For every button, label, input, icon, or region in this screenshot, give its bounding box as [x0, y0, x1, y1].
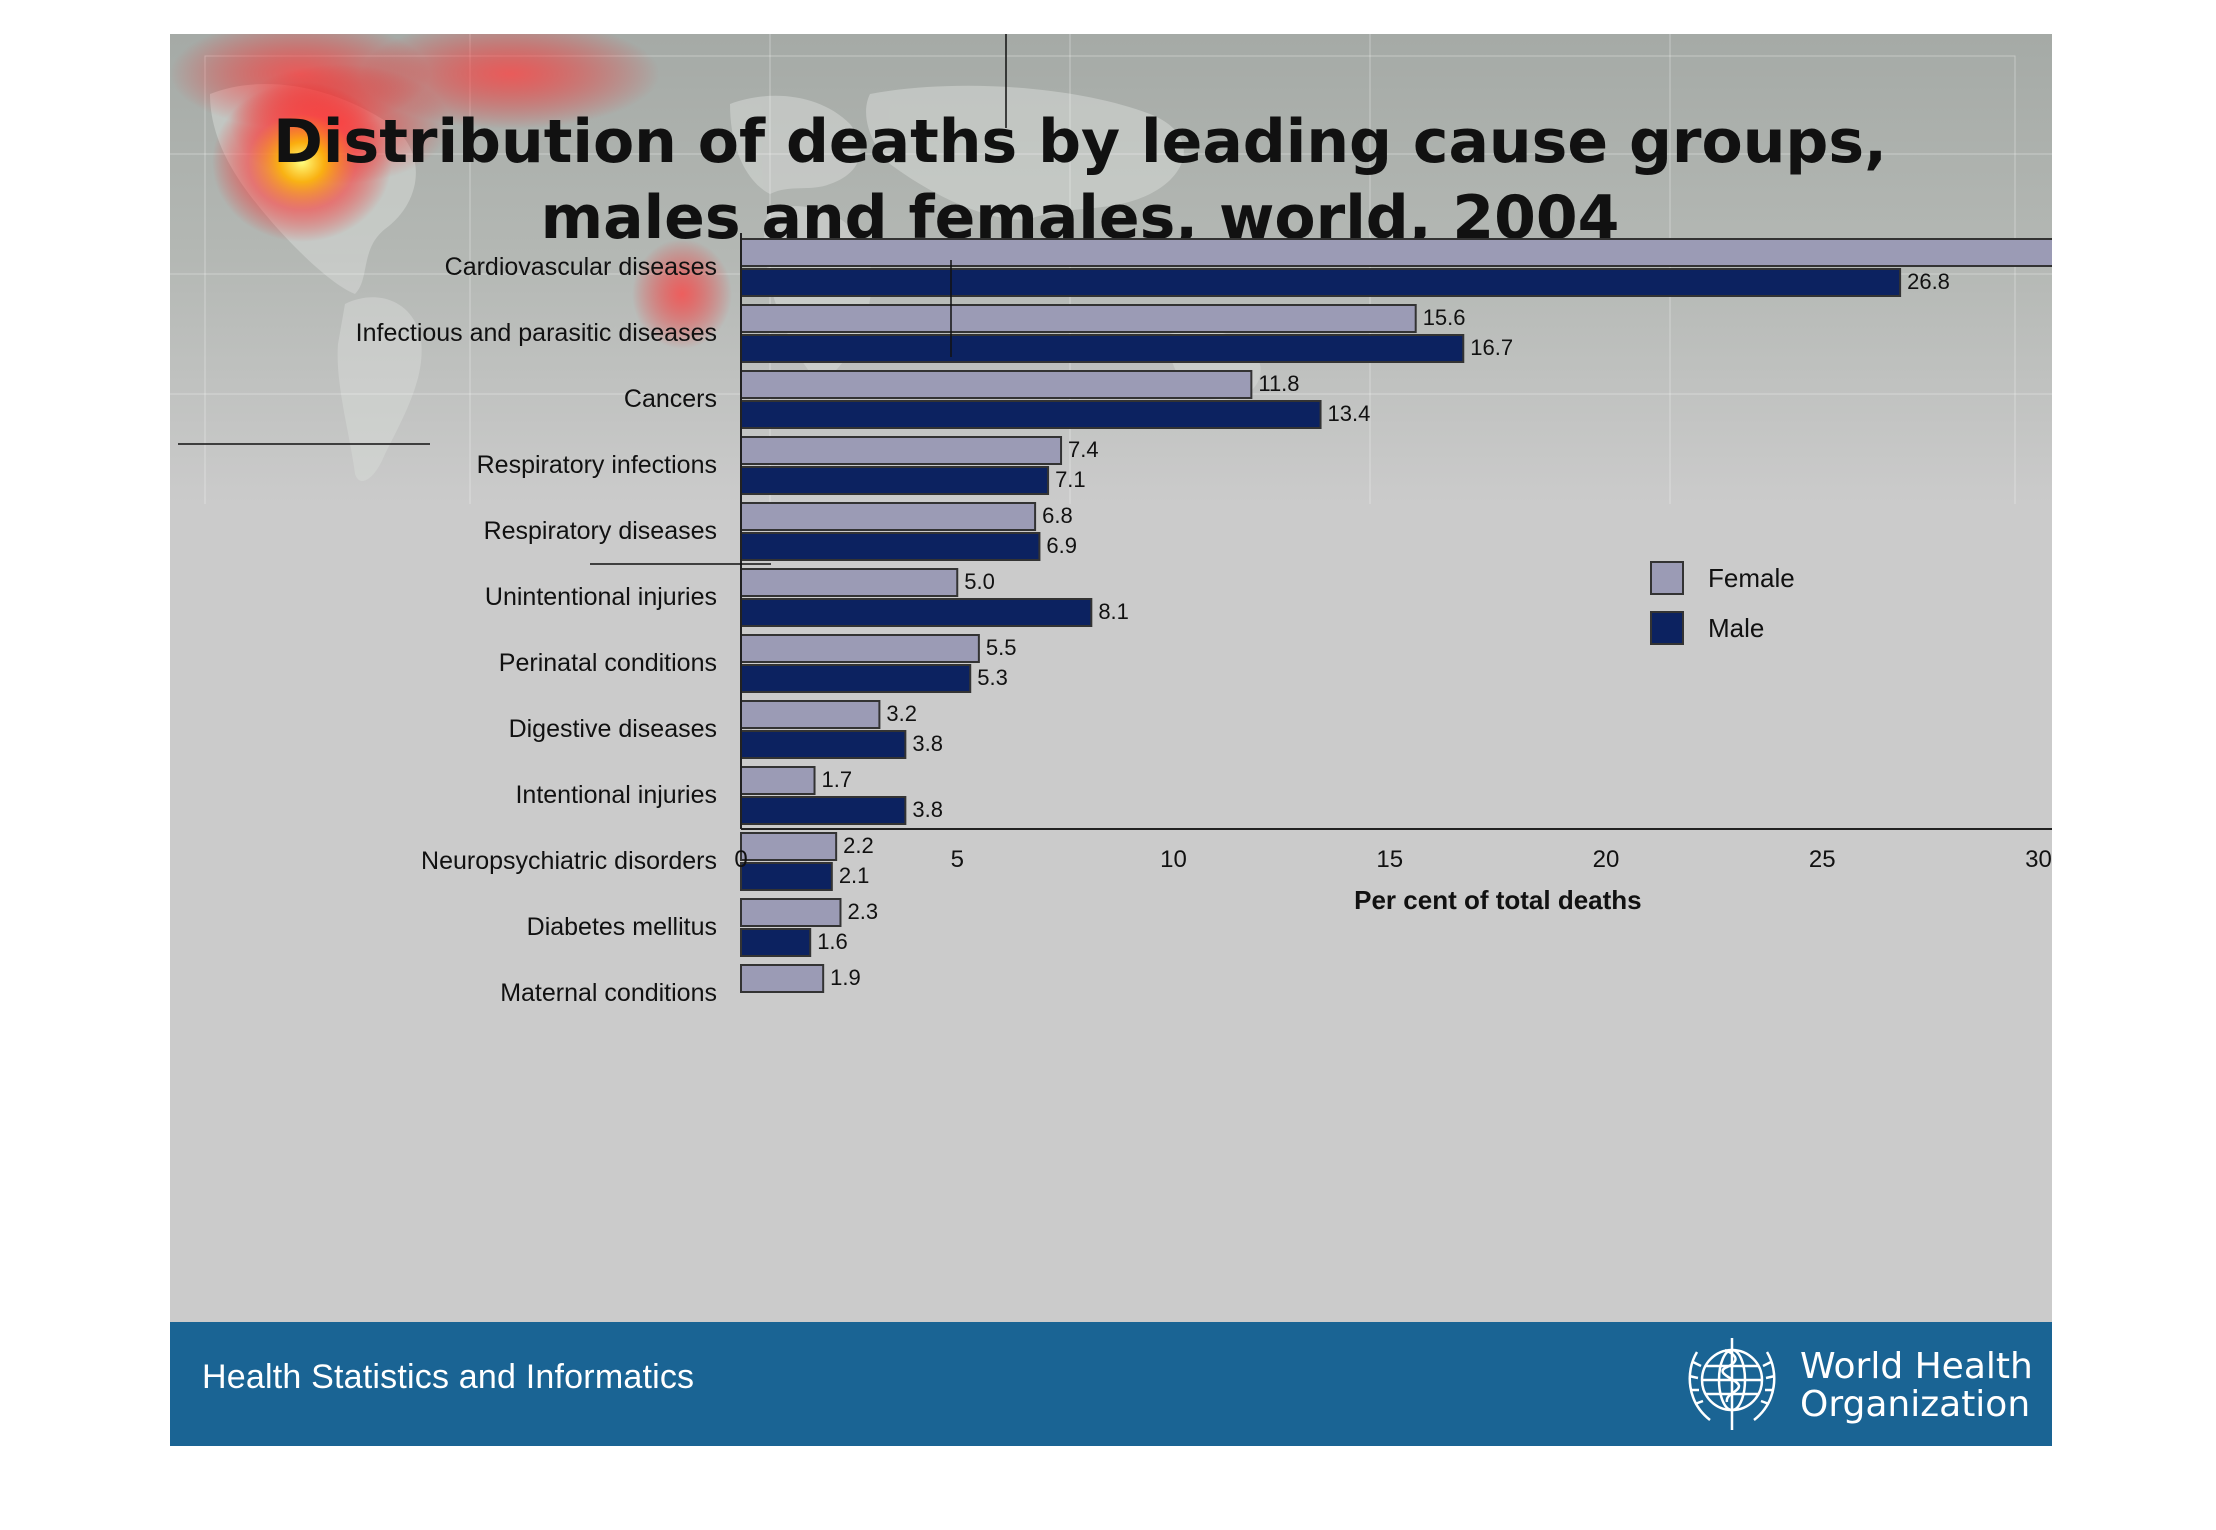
- chart-axes: [740, 233, 2052, 830]
- value-label-female-respiratory-infections: 7.4: [1068, 437, 1099, 462]
- who-name-line-1: World Health: [1800, 1346, 2033, 1387]
- category-label-respiratory-diseases: Respiratory diseases: [484, 517, 717, 545]
- x-tick-30: 30: [2025, 846, 2052, 873]
- chart-bars: [740, 238, 2052, 993]
- bar-male-digestive-diseases: [740, 730, 907, 759]
- slide: Distribution of deaths by leading cause …: [170, 34, 2052, 1446]
- value-label-female-respiratory-diseases: 6.8: [1042, 503, 1073, 528]
- annotation-lines: [178, 34, 1007, 565]
- value-label-female-cancers: 11.8: [1258, 371, 1299, 396]
- value-label-male-cancers: 13.4: [1328, 401, 1371, 426]
- value-label-male-respiratory-diseases: 6.9: [1046, 533, 1077, 558]
- bar-female-unintentional-injuries: [740, 568, 959, 597]
- value-label-female-unintentional-injuries: 5.0: [964, 569, 995, 594]
- category-label-cancers: Cancers: [624, 385, 717, 413]
- category-label-perinatal-conditions: Perinatal conditions: [499, 649, 717, 677]
- bar-male-cancers: [740, 400, 1322, 429]
- bar-male-infectious-and-parasitic-diseases: [740, 334, 1465, 363]
- gaze-heatmap-overlay: [170, 34, 732, 349]
- legend-label-male: Male: [1708, 613, 1764, 643]
- who-emblem-icon: [1688, 1338, 1776, 1430]
- legend-label-female: Female: [1708, 563, 1795, 593]
- bar-male-cardiovascular-diseases: [740, 268, 1902, 297]
- x-tick-25: 25: [1809, 846, 1836, 873]
- bar-female-digestive-diseases: [740, 700, 881, 729]
- category-labels: Cardiovascular diseases Infectious and pa…: [356, 253, 717, 1007]
- x-axis-title: Per cent of total deaths: [1354, 885, 1642, 915]
- value-label-male-unintentional-injuries: 8.1: [1098, 599, 1129, 624]
- value-label-male-respiratory-infections: 7.1: [1055, 467, 1086, 492]
- category-label-intentional-injuries: Intentional injuries: [515, 781, 717, 809]
- bar-male-neuropsychiatric-disorders: [740, 862, 833, 891]
- bar-male-respiratory-diseases: [740, 532, 1041, 561]
- value-label-female-intentional-injuries: 1.7: [822, 767, 853, 792]
- value-label-female-digestive-diseases: 3.2: [886, 701, 917, 726]
- chart-title: Distribution of deaths by leading cause …: [170, 104, 1990, 256]
- bar-male-diabetes-mellitus: [740, 928, 812, 957]
- value-label-male-intentional-injuries: 3.8: [912, 797, 943, 822]
- x-tick-15: 15: [1376, 846, 1403, 873]
- category-label-infectious-and-parasitic-diseases: Infectious and parasitic diseases: [356, 319, 717, 347]
- bar-female-neuropsychiatric-disorders: [740, 832, 838, 861]
- x-tick-0: 0: [734, 846, 747, 873]
- category-label-unintentional-injuries: Unintentional injuries: [485, 583, 717, 611]
- bar-chart: Cardiovascular diseases Infectious and pa…: [178, 34, 2052, 1007]
- value-label-male-neuropsychiatric-disorders: 2.1: [839, 863, 870, 888]
- x-tick-10: 10: [1160, 846, 1187, 873]
- value-label-female-perinatal-conditions: 5.5: [986, 635, 1017, 660]
- value-label-female-infectious-and-parasitic-diseases: 15.6: [1423, 305, 1466, 330]
- category-label-neuropsychiatric-disorders: Neuropsychiatric disorders: [421, 847, 717, 875]
- category-label-diabetes-mellitus: Diabetes mellitus: [527, 913, 717, 941]
- value-labels: 31.526.815.616.711.813.47.47.16.86.95.08…: [817, 269, 1950, 990]
- x-tick-labels: 05101520253035: [734, 846, 2052, 873]
- bar-male-perinatal-conditions: [740, 664, 972, 693]
- bar-female-cancers: [740, 370, 1253, 399]
- bar-female-maternal-conditions: [740, 964, 825, 993]
- bar-male-unintentional-injuries: [740, 598, 1093, 627]
- bar-female-respiratory-diseases: [740, 502, 1037, 531]
- footer-text: Health Statistics and Informatics: [202, 1358, 695, 1396]
- who-organization-name: World Health Organization: [1800, 1348, 2033, 1424]
- bar-female-infectious-and-parasitic-diseases: [740, 304, 1417, 333]
- category-label-respiratory-infections: Respiratory infections: [477, 451, 717, 479]
- legend-swatch-female: [1650, 561, 1684, 595]
- x-tick-20: 20: [1593, 846, 1620, 873]
- bar-female-diabetes-mellitus: [740, 898, 842, 927]
- value-label-male-diabetes-mellitus: 1.6: [817, 929, 848, 954]
- value-label-female-neuropsychiatric-disorders: 2.2: [843, 833, 874, 858]
- bar-male-intentional-injuries: [740, 796, 907, 825]
- legend-swatch-male: [1650, 611, 1684, 645]
- bar-female-respiratory-infections: [740, 436, 1063, 465]
- x-tick-5: 5: [951, 846, 964, 873]
- category-label-digestive-diseases: Digestive diseases: [509, 715, 717, 743]
- bar-female-cardiovascular-diseases: [740, 238, 2052, 267]
- category-label-maternal-conditions: Maternal conditions: [500, 979, 717, 1007]
- bar-male-respiratory-infections: [740, 466, 1050, 495]
- footer-bar: Health Statistics and Informatics World …: [170, 1322, 2052, 1446]
- value-label-male-cardiovascular-diseases: 26.8: [1907, 269, 1950, 294]
- category-label-cardiovascular-diseases: Cardiovascular diseases: [445, 253, 717, 281]
- chart-legend: Female Male: [1650, 561, 1795, 645]
- value-label-female-maternal-conditions: 1.9: [830, 965, 861, 990]
- bar-female-intentional-injuries: [740, 766, 816, 795]
- bar-female-perinatal-conditions: [740, 634, 980, 663]
- value-label-male-perinatal-conditions: 5.3: [977, 665, 1008, 690]
- who-name-line-2: Organization: [1800, 1384, 2031, 1425]
- value-label-male-infectious-and-parasitic-diseases: 16.7: [1470, 335, 1513, 360]
- chart-title-line-1: Distribution of deaths by leading cause …: [273, 107, 1887, 177]
- value-label-female-diabetes-mellitus: 2.3: [847, 899, 878, 924]
- value-label-male-digestive-diseases: 3.8: [912, 731, 943, 756]
